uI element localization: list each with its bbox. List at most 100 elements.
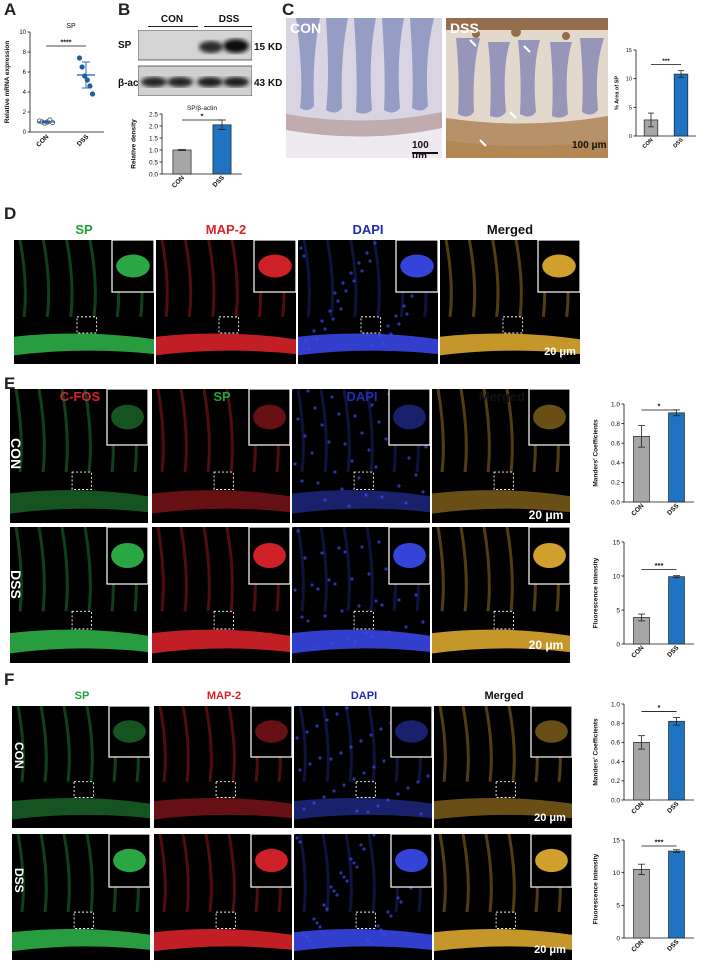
inset-frame [248,389,290,446]
inset-signal [393,404,426,430]
crypt-structure [505,389,514,473]
crypt-structure [436,527,445,612]
inset-signal [533,404,566,430]
nucleus [387,630,391,634]
panel-d-channel-sp: SP [75,222,93,237]
crypt-structure [298,834,307,913]
crypt-structure [158,706,167,782]
y-tick-label: 10 [626,77,632,83]
panel-c-image-con: CON 100 μm [286,18,442,158]
nucleus [332,789,336,793]
nucleus [373,241,377,245]
panel-c-bar-chart: 0 5 10 15 CON DSS *** % Area of SP [612,40,704,160]
crypt-structure [202,389,211,473]
crypt-structure [85,706,94,782]
y-tick-label: 1.0 [611,701,620,708]
nucleus [352,279,356,283]
crypt-structure [41,240,51,318]
micrograph-svg [12,706,150,820]
crypt-structure [88,240,97,318]
panel-label-b: B [118,0,131,19]
y-tick-label: 10 [613,573,621,580]
panel-label-d: D [4,204,17,223]
significance-label: * [201,112,204,121]
nucleus [312,801,316,805]
crypt-structure [204,706,213,782]
x-tick-label-con: CON [35,133,50,148]
crypt-structure [83,527,92,612]
nucleus [416,780,420,784]
nucleus [369,733,373,737]
crypt-structure [482,527,491,612]
crypt-structure [491,240,500,318]
chart-svg: 0 5 10 15 CON DSS *** % Area of SP [615,48,696,150]
panel-f-channel-map2: MAP-2 [206,690,242,702]
nucleus [397,484,401,488]
crypt-structure [37,389,46,473]
nucleus [380,603,384,607]
y-tick-label: 10 [19,30,26,36]
crypt-structure [514,240,523,318]
inset-signal [400,254,434,278]
tissue-band [292,490,430,514]
panel-a-scatter-chart: 0 2 4 6 8 10 CON DSS **** SP Relative mRNA express… [0,14,112,164]
nucleus [340,609,344,613]
nucleus [325,718,329,722]
nucleus [313,406,317,410]
crypt-structure [365,527,374,612]
panel-f-con-micrograph-2 [294,706,432,828]
crypt-structure [181,706,190,782]
nucleus [369,942,373,946]
nucleus [335,712,339,716]
nucleus [347,504,351,508]
nucleus [365,251,369,255]
nucleus [315,337,319,341]
tissue-band [152,490,290,514]
nucleus [333,291,337,295]
nucleus [320,423,324,427]
panel-f-scale-label-dss: 20 μm [534,944,566,956]
panel-e-con-micrograph-1 [152,389,290,523]
nucleus [350,459,354,463]
nucleus [320,551,324,555]
inset-frame [530,706,572,758]
nucleus [339,307,343,311]
data-point-dss [87,83,93,89]
y-tick-label: 0.2 [611,778,620,785]
crypt-structure [459,389,468,473]
nucleus [345,879,349,883]
crypt-structure [37,527,46,612]
roi-box [502,316,524,334]
nucleus [343,550,347,554]
panel-b-western-blot: CON DSS SP 15 KD β-actin 43 KD [118,12,286,102]
crypt-structure [14,389,23,473]
nucleus [308,762,312,766]
micrograph-svg [156,240,296,356]
blot-row-label-actin: β-actin [118,78,151,89]
nucleus [323,327,327,331]
nucleus [342,875,346,879]
nucleus [300,479,304,483]
nucleus [298,240,300,242]
y-tick-label: 0 [616,935,620,942]
nucleus [394,314,398,318]
tissue-band [432,629,570,654]
y-tick-label: 0.6 [611,740,620,747]
inset-signal [535,720,568,743]
crypt-structure [227,706,236,782]
crypt-structure [444,240,453,318]
crypt-structure [461,834,470,913]
nucleus [292,527,294,529]
micrograph-svg [292,389,430,514]
nucleus [349,745,353,749]
x-tick-label-con: CON [630,502,645,517]
crypt-structure [467,240,477,318]
nucleus [310,451,314,455]
nucleus [367,572,371,576]
crypt-structure [484,834,493,913]
y-tick-label: 1.0 [149,147,158,154]
data-point-dss [76,55,83,61]
panel-f-con-micrograph-0 [12,706,150,828]
crypt-structure [319,527,328,612]
x-tick-label-dss: DSS [76,133,91,148]
